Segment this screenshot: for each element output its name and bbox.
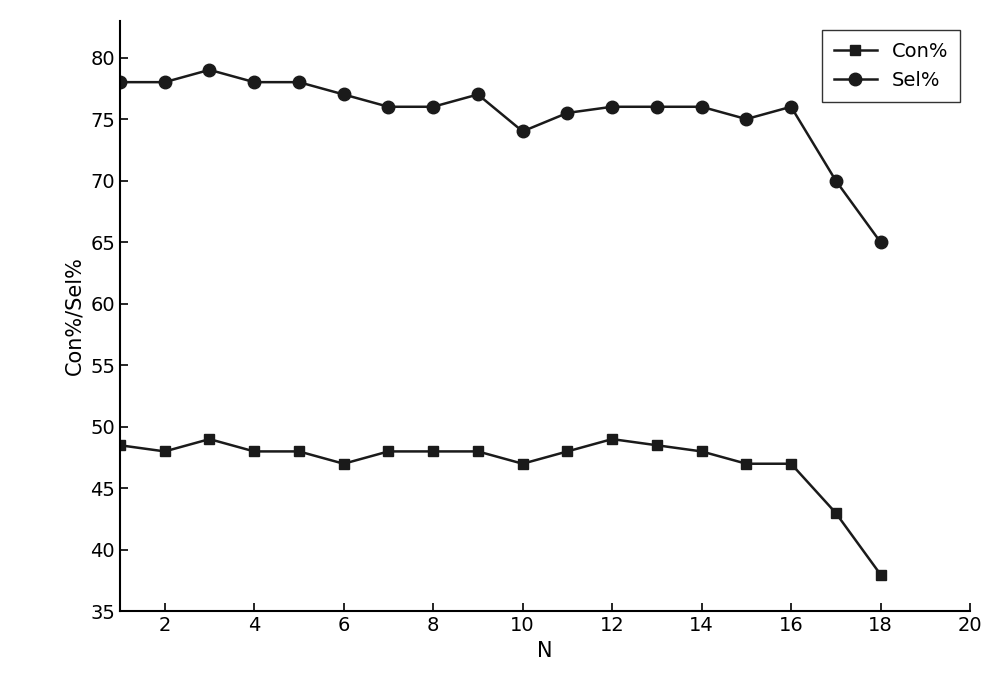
Sel% [561,109,573,117]
Y-axis label: Con%/Sel%: Con%/Sel% [65,256,85,376]
Sel% [651,102,663,111]
Sel% [785,102,797,111]
Con% [248,447,260,455]
Sel% [248,78,260,87]
Line: Con%: Con% [115,434,885,579]
Con% [427,447,439,455]
Line: Sel%: Sel% [114,64,887,249]
Con% [606,435,618,443]
Con% [338,460,350,468]
Sel% [830,177,842,185]
Sel% [427,102,439,111]
Con% [114,441,126,449]
Sel% [338,91,350,99]
Con% [830,509,842,517]
Sel% [203,66,215,74]
Con% [875,570,887,578]
Sel% [114,78,126,87]
X-axis label: N: N [537,641,553,661]
Con% [740,460,752,468]
Sel% [517,127,529,135]
Con% [517,460,529,468]
Sel% [740,115,752,123]
Sel% [159,78,171,87]
Sel% [606,102,618,111]
Con% [293,447,305,455]
Con% [472,447,484,455]
Legend: Con%, Sel%: Con%, Sel% [822,30,960,102]
Sel% [875,238,887,247]
Con% [382,447,394,455]
Sel% [382,102,394,111]
Sel% [293,78,305,87]
Con% [696,447,708,455]
Sel% [696,102,708,111]
Sel% [472,91,484,99]
Con% [159,447,171,455]
Con% [203,435,215,443]
Con% [651,441,663,449]
Con% [785,460,797,468]
Con% [561,447,573,455]
